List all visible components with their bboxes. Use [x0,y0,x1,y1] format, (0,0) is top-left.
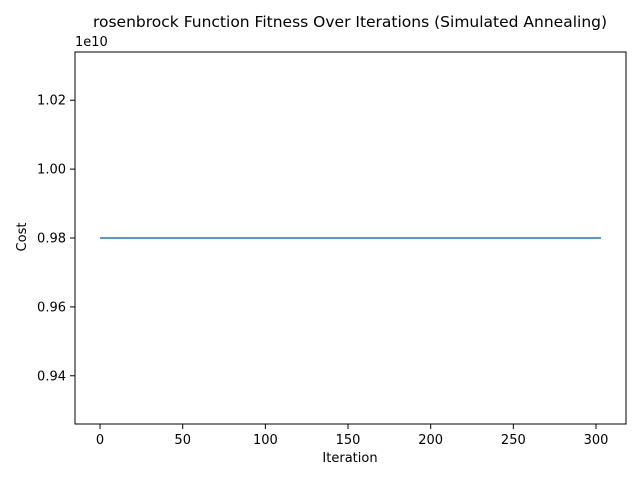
x-tick-label: 100 [253,433,278,448]
x-tick-label: 50 [174,433,191,448]
y-axis-label: Cost [15,223,30,252]
x-axis: 0 50 100 150 200 250 300 [96,424,609,448]
x-tick-label: 0 [96,433,104,448]
y-tick-label: 0.94 [37,369,66,384]
x-tick-label: 300 [584,433,609,448]
y-tick-label: 0.98 [37,232,66,247]
x-axis-label: Iteration [322,451,377,466]
y-tick-label: 1.02 [37,94,66,109]
y-tick-label: 0.96 [37,300,66,315]
y-axis: 0.94 0.96 0.98 1.00 1.02 [37,94,75,384]
y-tick-label: 1.00 [37,163,66,178]
x-tick-label: 250 [501,433,526,448]
y-offset-label: 1e10 [75,35,108,50]
chart-title: rosenbrock Function Fitness Over Iterati… [93,13,607,31]
x-tick-label: 150 [336,433,361,448]
x-tick-label: 200 [418,433,443,448]
